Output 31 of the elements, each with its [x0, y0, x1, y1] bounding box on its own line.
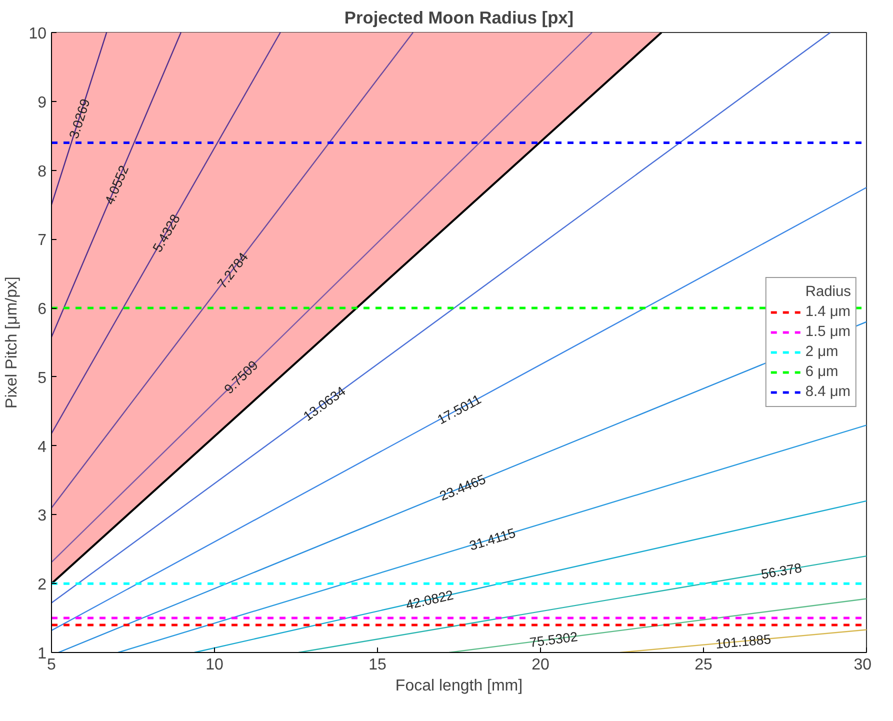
- x-tick-label: 20: [532, 656, 550, 674]
- chart-title: Projected Moon Radius [px]: [344, 8, 574, 28]
- text: 42.0822: [404, 587, 455, 613]
- y-tick-label: 8: [38, 163, 47, 180]
- text: 31.4115: [468, 525, 518, 554]
- legend-label: 1.4 μm: [805, 304, 850, 320]
- legend-label: 8.4 μm: [805, 384, 850, 400]
- x-tick-label: 25: [694, 656, 712, 674]
- legend-label: 6 μm: [805, 364, 838, 380]
- legend-label: 1.5 μm: [805, 324, 850, 340]
- y-tick-label: 6: [38, 301, 47, 318]
- legend-title: Radius: [805, 284, 851, 300]
- y-tick-label: 3: [38, 508, 47, 525]
- legend-label: 2 μm: [805, 344, 838, 360]
- text: 3.0269: [66, 97, 93, 140]
- y-tick-label: 1: [38, 646, 47, 662]
- y-tick-label: 9: [38, 94, 47, 112]
- y-tick-label: 10: [28, 26, 47, 42]
- x-tick-label: 15: [368, 656, 386, 674]
- text: 75.5302: [528, 629, 578, 650]
- y-tick-label: 4: [38, 438, 47, 456]
- y-tick-label: 5: [38, 370, 47, 387]
- x-tick-label: 10: [206, 656, 224, 674]
- x-axis-title: Focal length [mm]: [395, 678, 523, 694]
- y-tick-label: 2: [38, 576, 47, 594]
- text: 56.378: [760, 560, 803, 582]
- y-axis-title: Pixel Pitch [μm/px]: [4, 276, 21, 408]
- text: 4.0552: [102, 163, 132, 207]
- text: 101.1885: [714, 632, 772, 652]
- y-tick-label: 7: [38, 232, 47, 250]
- x-tick-label: 30: [854, 656, 872, 674]
